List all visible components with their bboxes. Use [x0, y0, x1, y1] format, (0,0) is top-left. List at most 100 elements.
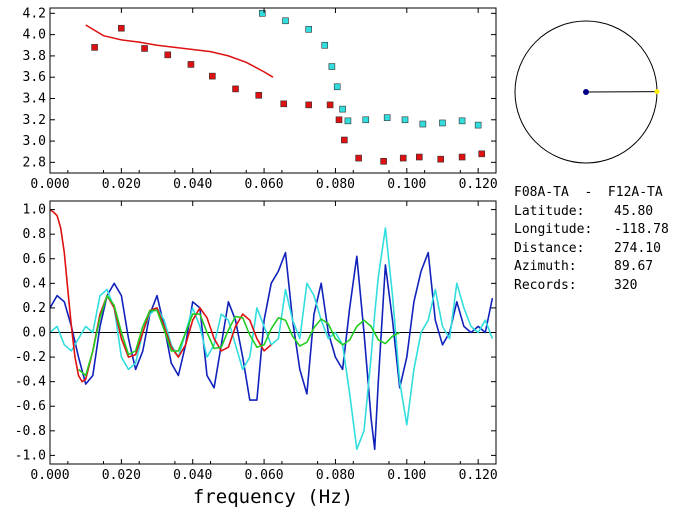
correlation-curve-blue: [49, 251, 494, 451]
velocity-point-cyan: [321, 41, 329, 49]
velocity-x-tick-label: 0.100: [387, 177, 426, 192]
correlation-curve-green: [77, 294, 401, 377]
correlation-curve-cyan: [49, 227, 494, 451]
velocity-point-red: [118, 24, 125, 32]
azimuth-label: Azimuth:: [514, 259, 577, 274]
correlation-y-tick-label: 0.6: [23, 252, 46, 267]
records-label: Records:: [514, 277, 577, 293]
correlation-y-tick-label: 0.8: [23, 227, 46, 242]
velocity-plot-marks: [85, 10, 486, 165]
velocity-point-red: [305, 101, 312, 109]
velocity-panel: 0.000 0.020 0.040 0.060 0.080 0.100 0.120 2.8 3.…: [23, 6, 498, 192]
velocity-x-tick-label: 0.040: [173, 177, 212, 192]
velocity-point-cyan: [258, 10, 266, 17]
latitude-value: 45.80: [614, 203, 654, 219]
velocity-point-cyan: [419, 120, 427, 128]
velocity-point-cyan: [282, 17, 289, 25]
velocity-point-red: [326, 101, 334, 109]
velocity-point-red: [341, 136, 348, 144]
correlation-plot-axes: 0.000 0.020 0.040 0.060 0.080 0.100 0.120 1.0 0.…: [15, 201, 498, 483]
velocity-point-red: [335, 116, 343, 124]
velocity-point-red: [280, 100, 288, 108]
longitude-label: Longitude:: [514, 222, 593, 237]
station-pair-title: F08A-TA - F12A-TA: [514, 185, 663, 200]
longitude-value: -118.78: [614, 222, 669, 237]
info-row-azimuth: Azimuth: 89.67: [514, 258, 700, 277]
velocity-point-cyan: [305, 25, 312, 33]
latitude-label: Latitude:: [514, 203, 585, 219]
velocity-y-tick-label: 3.2: [23, 113, 46, 128]
correlation-y-tick-label: 0.0: [23, 326, 46, 341]
distance-value: 274.10: [614, 240, 661, 256]
correlation-plot-marks: [49, 208, 496, 451]
station-center-dot: [583, 89, 589, 95]
velocity-point-red: [458, 153, 466, 161]
info-row-longitude: Longitude: -118.78: [514, 221, 700, 240]
velocity-point-cyan: [439, 119, 446, 127]
records-value: 320: [614, 277, 638, 293]
velocity-point-red: [355, 154, 362, 162]
velocity-y-tick-label: 3.6: [23, 70, 46, 85]
correlation-x-tick-label: 0.020: [102, 468, 141, 483]
correlation-x-tick-label: 0.040: [173, 468, 212, 483]
distance-label: Distance:: [514, 240, 585, 256]
velocity-point-red: [164, 51, 172, 59]
velocity-x-tick-label: 0.060: [245, 177, 284, 192]
velocity-plot-axes: 0.000 0.020 0.040 0.060 0.080 0.100 0.120 2.8 3.…: [23, 6, 498, 192]
info-row-distance: Distance: 274.10: [514, 240, 700, 259]
velocity-x-tick-label: 0.080: [316, 177, 355, 192]
azimuth-value: 89.67: [614, 259, 654, 274]
velocity-y-tick-label: 3.4: [23, 91, 47, 106]
azimuth-dial: [514, 20, 660, 164]
velocity-point-cyan: [383, 114, 391, 121]
correlation-x-tick-label: 0.120: [459, 468, 498, 483]
info-row-records: Records: 320: [514, 277, 700, 296]
velocity-point-red: [380, 157, 387, 165]
correlation-y-tick-label: 0.4: [23, 276, 47, 291]
velocity-point-red: [255, 91, 263, 99]
velocity-point-cyan: [401, 116, 409, 124]
velocity-y-tick-label: 2.8: [23, 155, 46, 170]
azimuth-tip-dot: [654, 89, 660, 95]
velocity-y-tick-label: 4.0: [23, 28, 46, 43]
velocity-y-tick-label: 4.2: [23, 6, 46, 21]
correlation-x-tick-label: 0.000: [30, 468, 69, 483]
velocity-curve-red: [85, 24, 274, 78]
correlation-y-tick-label: -0.2: [15, 350, 46, 365]
velocity-x-tick-label: 0.000: [30, 177, 69, 192]
station-info-panel: F08A-TA - F12A-TA Latitude: 45.80 Longit…: [514, 184, 700, 295]
velocity-point-cyan: [362, 116, 370, 124]
velocity-point-red: [437, 155, 444, 163]
velocity-x-tick-label: 0.020: [102, 177, 141, 192]
velocity-point-red: [415, 153, 423, 161]
correlation-y-tick-label: -0.8: [15, 424, 46, 439]
info-row-latitude: Latitude: 45.80: [514, 203, 700, 222]
correlation-y-tick-label: -1.0: [15, 448, 46, 463]
velocity-y-tick-label: 3.8: [23, 49, 46, 64]
velocity-point-cyan: [328, 63, 336, 70]
velocity-point-cyan: [344, 117, 352, 125]
correlation-x-tick-label: 0.060: [245, 468, 284, 483]
velocity-point-red: [91, 44, 98, 51]
velocity-point-red: [478, 150, 486, 158]
velocity-point-red: [187, 61, 195, 68]
velocity-point-red: [232, 85, 239, 93]
x-axis-label: frequency (Hz): [193, 486, 353, 508]
velocity-point-red: [141, 45, 148, 52]
correlation-y-tick-label: 1.0: [23, 203, 46, 218]
velocity-x-tick-label: 0.120: [459, 177, 498, 192]
correlation-y-tick-label: -0.4: [15, 375, 46, 390]
velocity-point-red: [399, 154, 407, 162]
velocity-plot-frame: [49, 7, 497, 174]
velocity-point-cyan: [339, 105, 346, 113]
correlation-x-tick-label: 0.080: [316, 468, 355, 483]
velocity-point-red: [209, 72, 216, 80]
correlation-y-tick-label: -0.6: [15, 399, 46, 414]
velocity-point-cyan: [458, 117, 466, 125]
correlation-curve-red: [49, 208, 272, 383]
correlation-panel: 0.000 0.020 0.040 0.060 0.080 0.100 0.120 1.0 0.…: [15, 200, 498, 508]
velocity-y-tick-label: 3.0: [23, 134, 46, 149]
velocity-point-cyan: [333, 83, 341, 91]
correlation-y-tick-label: 0.2: [23, 301, 46, 316]
